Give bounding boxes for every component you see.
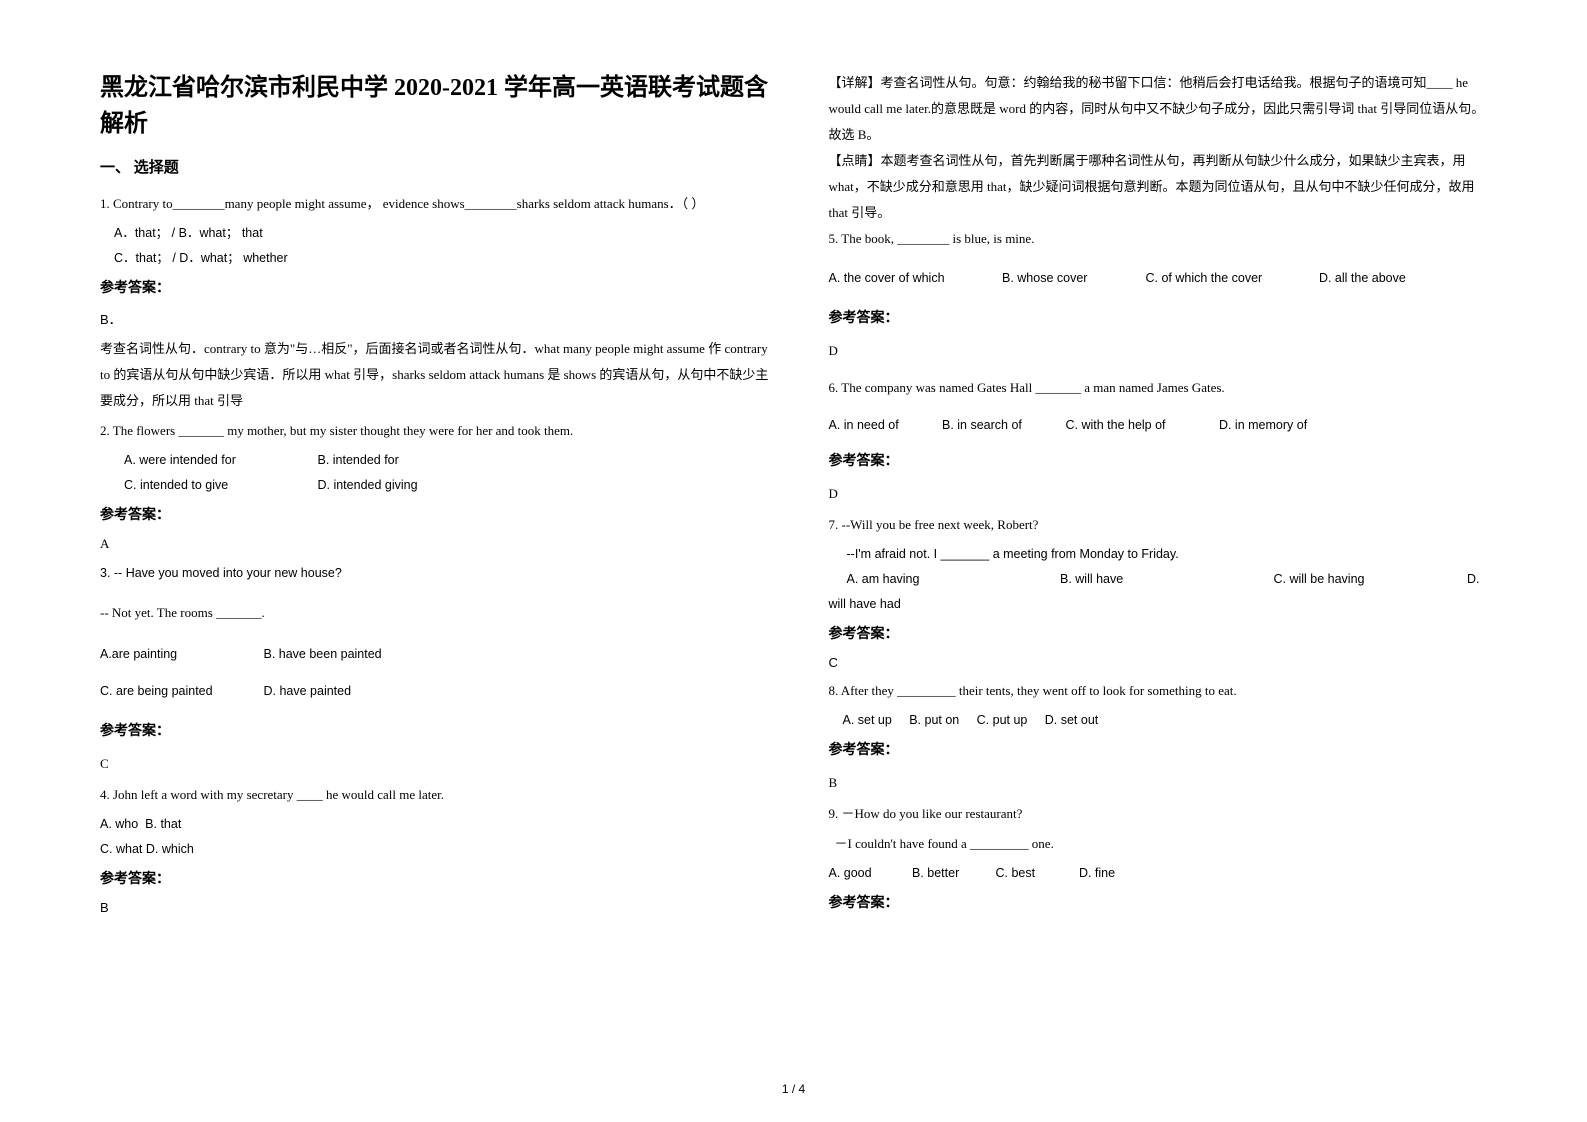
q7-stem-2: --I'm afraid not. I _______ a meeting fr… (847, 542, 1498, 567)
q6-stem: 6. The company was named Gates Hall ____… (829, 375, 1498, 401)
q9-opt-a: A. good (829, 861, 909, 886)
q4-options-row2: C. what D. which (100, 837, 769, 862)
q6-opt-a: A. in need of (829, 413, 939, 438)
q7-opt-a: A. am having (847, 567, 1057, 592)
q1-opt-a: A．that； / (114, 226, 179, 240)
q4-opt-c: C. what (100, 842, 142, 856)
q5-opt-d: D. all the above (1319, 266, 1406, 291)
q3-answer-label: 参考答案： (100, 720, 769, 740)
q8-options: A. set up B. put on C. put up D. set out (843, 708, 1498, 733)
q7-stem-1: 7. --Will you be free next week, Robert? (829, 512, 1498, 538)
q9-stem-2: －I couldn't have found a _________ one. (835, 831, 1498, 857)
document-title: 黑龙江省哈尔滨市利民中学 2020-2021 学年高一英语联考试题含解析 (100, 70, 769, 142)
q5-options: A. the cover of which B. whose cover C. … (829, 266, 1498, 291)
q4-options-row1: A. who B. that (100, 812, 769, 837)
q3-opt-a: A.are painting (100, 642, 260, 667)
q1-options-row1: A．that； / B．what； that (114, 221, 769, 246)
q4-answer: B (100, 900, 769, 915)
q1-answer: B． (100, 309, 769, 328)
q9-opt-c: C. best (995, 861, 1075, 886)
column-right: 【详解】考查名词性从句。句意：约翰给我的秘书留下口信：他稍后会打电话给我。根据句… (829, 70, 1498, 1092)
q5-answer-label: 参考答案： (829, 307, 1498, 327)
q2-options-row1: A. were intended for B. intended for (124, 448, 769, 473)
q4-opt-d: D. which (146, 842, 194, 856)
q9-options: A. good B. better C. best D. fine (829, 861, 1498, 886)
q2-opt-a: A. were intended for (124, 448, 314, 473)
q3-options-row2: C. are being painted D. have painted (100, 679, 769, 704)
q2-opt-c: C. intended to give (124, 473, 314, 498)
q8-opt-c: C. put up (977, 713, 1028, 727)
q4-stem: 4. John left a word with my secretary __… (100, 782, 769, 808)
q2-options-row2: C. intended to give D. intended giving (124, 473, 769, 498)
q2-opt-b: B. intended for (317, 448, 398, 473)
page-number: 1 / 4 (0, 1082, 1587, 1096)
q8-answer: B (829, 775, 1498, 791)
q5-opt-c: C. of which the cover (1145, 266, 1315, 291)
q2-stem: 2. The flowers _______ my mother, but my… (100, 418, 769, 444)
q5-opt-a: A. the cover of which (829, 266, 999, 291)
q1-answer-label: 参考答案： (100, 277, 769, 297)
q1-options-row2: C．that； / D．what； whether (114, 246, 769, 271)
q7-answer-label: 参考答案： (829, 623, 1498, 643)
q1-opt-b: B．what； that (179, 226, 263, 240)
q1-explanation: 考查名词性从句．contrary to 意为"与…相反"，后面接名词或者名词性从… (100, 336, 769, 414)
q1-stem: 1. Contrary to________many people might … (100, 191, 769, 217)
q7-opt-b: B. will have (1060, 567, 1270, 592)
q8-answer-label: 参考答案： (829, 739, 1498, 759)
q7-opt-c: C. will be having (1273, 567, 1463, 592)
q6-options: A. in need of B. in search of C. with th… (829, 413, 1498, 438)
q6-answer-label: 参考答案： (829, 450, 1498, 470)
q2-answer-label: 参考答案： (100, 504, 769, 524)
q7-opt-d-rest: will have had (829, 592, 1498, 617)
q8-opt-d: D. set out (1045, 713, 1099, 727)
q7-opt-d-prefix: D. (1467, 567, 1480, 592)
q7-options-row: A. am having B. will have C. will be hav… (847, 567, 1498, 592)
q1-opt-c: C．that； / (114, 251, 179, 265)
q3-opt-c: C. are being painted (100, 679, 260, 704)
q3-stem-2: -- Not yet. The rooms _______. (100, 600, 769, 626)
q8-opt-b: B. put on (909, 713, 959, 727)
q8-opt-a: A. set up (843, 713, 892, 727)
q4-opt-a: A. who (100, 817, 138, 831)
q2-opt-d: D. intended giving (317, 473, 417, 498)
q3-options-row1: A.are painting B. have been painted (100, 642, 769, 667)
q9-answer-label: 参考答案： (829, 892, 1498, 912)
q4-answer-label: 参考答案： (100, 868, 769, 888)
q3-opt-d: D. have painted (263, 679, 351, 704)
q6-opt-b: B. in search of (942, 413, 1062, 438)
q4-explanation-1: 【详解】考查名词性从句。句意：约翰给我的秘书留下口信：他稍后会打电话给我。根据句… (829, 70, 1498, 148)
q5-opt-b: B. whose cover (1002, 266, 1142, 291)
q9-opt-b: B. better (912, 861, 992, 886)
q6-answer: D (829, 486, 1498, 502)
q3-answer: C (100, 756, 769, 772)
q9-opt-d: D. fine (1079, 861, 1115, 886)
q6-opt-c: C. with the help of (1065, 413, 1215, 438)
q5-stem: 5. The book, ________ is blue, is mine. (829, 226, 1498, 252)
q3-opt-b: B. have been painted (263, 642, 381, 667)
q3-stem-1-text: 3. -- Have you moved into your new house… (100, 566, 342, 580)
q4-opt-b: B. that (145, 817, 181, 831)
q3-stem-1: 3. -- Have you moved into your new house… (100, 560, 769, 586)
page: 黑龙江省哈尔滨市利民中学 2020-2021 学年高一英语联考试题含解析 一、 … (0, 0, 1587, 1122)
q1-opt-d: D．what； whether (179, 251, 287, 265)
q8-stem: 8. After they _________ their tents, the… (829, 678, 1498, 704)
q4-explanation-2: 【点睛】本题考查名词性从句，首先判断属于哪种名词性从句，再判断从句缺少什么成分，… (829, 148, 1498, 226)
q2-answer: A (100, 536, 769, 552)
q7-answer: C (829, 655, 1498, 670)
q6-opt-d: D. in memory of (1219, 413, 1307, 438)
column-left: 黑龙江省哈尔滨市利民中学 2020-2021 学年高一英语联考试题含解析 一、 … (100, 70, 769, 1092)
q9-stem-1: 9. －How do you like our restaurant? (829, 801, 1498, 827)
q5-answer: D (829, 343, 1498, 359)
section-1-heading: 一、 选择题 (100, 156, 769, 177)
